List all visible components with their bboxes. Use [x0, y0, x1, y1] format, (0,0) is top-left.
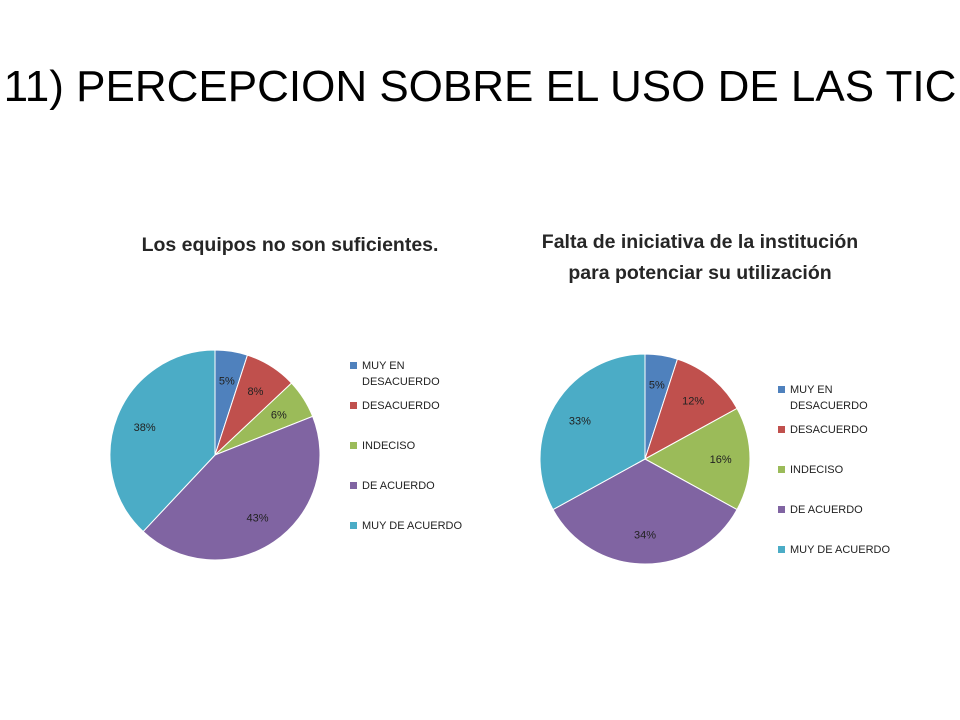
- legend-item: MUY EN DESACUERDO: [350, 358, 480, 398]
- legend-label: INDECISO: [790, 464, 844, 476]
- slice-data-label: 38%: [134, 422, 156, 434]
- pie-slice: [142, 415, 321, 561]
- legend-label: MUY DE ACUERDO: [362, 520, 463, 532]
- legend-item: INDECISO: [778, 462, 908, 502]
- slice-data-label: 5%: [219, 375, 235, 387]
- legend-swatch: [778, 546, 785, 553]
- legend-item: DE ACUERDO: [350, 478, 480, 518]
- pie-slice: [109, 349, 216, 533]
- pie-plot: 5% 12% 16% 34% 33%: [539, 353, 751, 565]
- legend-label: DE ACUERDO: [362, 480, 435, 492]
- legend-swatch: [350, 362, 357, 369]
- legend-label: MUY DE ACUERDO: [790, 544, 891, 556]
- pie-slice: [552, 458, 738, 565]
- pie-slice: [643, 407, 751, 511]
- chart-legend: MUY EN DESACUERDO DESACUERDO INDECISO DE AC…: [778, 382, 908, 582]
- legend-item: DE ACUERDO: [778, 502, 908, 542]
- legend-item: MUY DE ACUERDO: [778, 542, 908, 582]
- legend-swatch: [350, 442, 357, 449]
- legend-label: MUY EN DESACUERDO: [790, 384, 868, 412]
- legend-swatch: [778, 466, 785, 473]
- legend-item: MUY EN DESACUERDO: [778, 382, 908, 422]
- pie-slice: [539, 353, 646, 511]
- pie-chart-iniciativa: Falta de iniciativa de la institución pa…: [520, 222, 920, 592]
- legend-swatch: [350, 402, 357, 409]
- legend-swatch: [778, 386, 785, 393]
- legend-item: INDECISO: [350, 438, 480, 478]
- legend-swatch: [778, 506, 785, 513]
- slice-data-label: 12%: [682, 396, 704, 408]
- slide-title: 11) PERCEPCION SOBRE EL USO DE LAS TIC: [3, 62, 957, 111]
- pie-plot: 5% 8% 6% 43% 38%: [109, 349, 321, 561]
- legend-item: DESACUERDO: [778, 422, 908, 462]
- legend-item: DESACUERDO: [350, 398, 480, 438]
- pie-chart-equipos: Los equipos no son suficientes. 5% 8% 6% 43…: [100, 222, 480, 592]
- legend-label: DESACUERDO: [362, 400, 440, 412]
- chart-title: Los equipos no son suficientes.: [141, 234, 439, 256]
- legend-item: MUY DE ACUERDO: [350, 518, 480, 558]
- slice-data-label: 8%: [248, 386, 264, 398]
- legend-swatch: [350, 522, 357, 529]
- slice-data-label: 43%: [246, 513, 268, 525]
- legend-label: MUY EN DESACUERDO: [362, 360, 440, 388]
- legend-label: DE ACUERDO: [790, 504, 863, 516]
- legend-swatch: [350, 482, 357, 489]
- legend-label: DESACUERDO: [790, 424, 868, 436]
- chart-title: Falta de iniciativa de la institución pa…: [541, 231, 859, 284]
- slice-data-label: 6%: [271, 410, 287, 422]
- pie-slice: [644, 358, 738, 461]
- slice-data-label: 34%: [634, 530, 656, 542]
- slice-data-label: 33%: [569, 416, 591, 428]
- slice-data-label: 5%: [649, 379, 665, 391]
- chart-legend: MUY EN DESACUERDO DESACUERDO INDECISO DE AC…: [350, 358, 480, 558]
- slice-data-label: 16%: [710, 454, 732, 466]
- legend-label: INDECISO: [362, 440, 416, 452]
- legend-swatch: [778, 426, 785, 433]
